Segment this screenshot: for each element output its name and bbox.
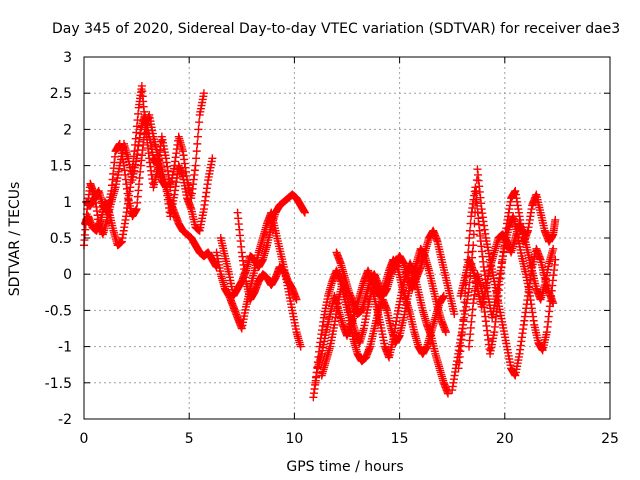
y-tick-label: 2.5 xyxy=(50,86,72,102)
data-point xyxy=(464,241,473,250)
data-point xyxy=(296,342,305,351)
x-tick-label: 0 xyxy=(80,431,89,447)
axis-ticks xyxy=(83,56,611,420)
y-tick-label: 2 xyxy=(63,122,72,138)
data-point xyxy=(459,306,468,315)
y-tick-labels: -2 -1.5 -1 -0.5 0 0.5 1 1.5 2 2.5 3 xyxy=(45,50,72,428)
data-point xyxy=(441,328,450,337)
data-point xyxy=(458,324,467,333)
x-axis-label: GPS time / hours xyxy=(286,459,403,475)
series-arc-5 xyxy=(216,190,309,300)
data-point xyxy=(459,315,468,324)
data-point xyxy=(460,298,469,307)
y-tick-label: -0.5 xyxy=(45,303,72,319)
data-point xyxy=(443,389,452,398)
data-point xyxy=(208,154,217,163)
series-arc-10 xyxy=(332,226,459,319)
data-point xyxy=(551,215,560,224)
plot-frame xyxy=(83,56,611,420)
data-point xyxy=(195,118,204,127)
data-point xyxy=(194,125,203,134)
x-tick-label: 15 xyxy=(391,431,409,447)
data-point xyxy=(464,248,473,257)
series-arc-8 xyxy=(311,244,450,387)
y-tick-label: 1.5 xyxy=(50,159,72,175)
data-points xyxy=(80,81,560,402)
x-tick-label: 10 xyxy=(285,431,303,447)
data-point xyxy=(450,310,459,319)
data-point xyxy=(193,139,202,148)
x-tick-label: 5 xyxy=(185,431,194,447)
series-arc-6 xyxy=(233,208,301,304)
series-arc-4 xyxy=(212,208,305,351)
data-point xyxy=(465,234,474,242)
y-tick-label: 0 xyxy=(63,267,72,283)
data-point xyxy=(192,147,201,156)
y-tick-label: 0.5 xyxy=(50,231,72,247)
data-point xyxy=(469,230,478,239)
series-arc-14 xyxy=(456,219,558,311)
data-point xyxy=(466,219,475,228)
data-point xyxy=(191,161,200,170)
x-tick-labels: 0 5 10 15 20 25 xyxy=(80,431,619,447)
y-tick-label: 1 xyxy=(63,195,72,211)
series-arc-3 xyxy=(82,110,217,235)
chart-title: Day 345 of 2020, Sidereal Day-to-day VTE… xyxy=(52,21,620,37)
y-tick-label: -1.5 xyxy=(45,376,72,392)
data-point xyxy=(193,132,202,141)
x-tick-label: 20 xyxy=(496,431,514,447)
data-point xyxy=(199,89,208,98)
x-tick-label: 25 xyxy=(601,431,619,447)
y-tick-label: 3 xyxy=(63,50,72,66)
grid-lines xyxy=(84,57,610,419)
data-point xyxy=(465,226,474,235)
data-point xyxy=(192,154,201,163)
data-point xyxy=(549,244,558,253)
y-tick-label: -1 xyxy=(58,340,72,356)
data-point xyxy=(300,208,309,217)
y-axis-label: SDTVAR / TECUs xyxy=(7,182,23,297)
y-tick-label: -2 xyxy=(58,412,72,428)
data-point xyxy=(292,295,301,304)
